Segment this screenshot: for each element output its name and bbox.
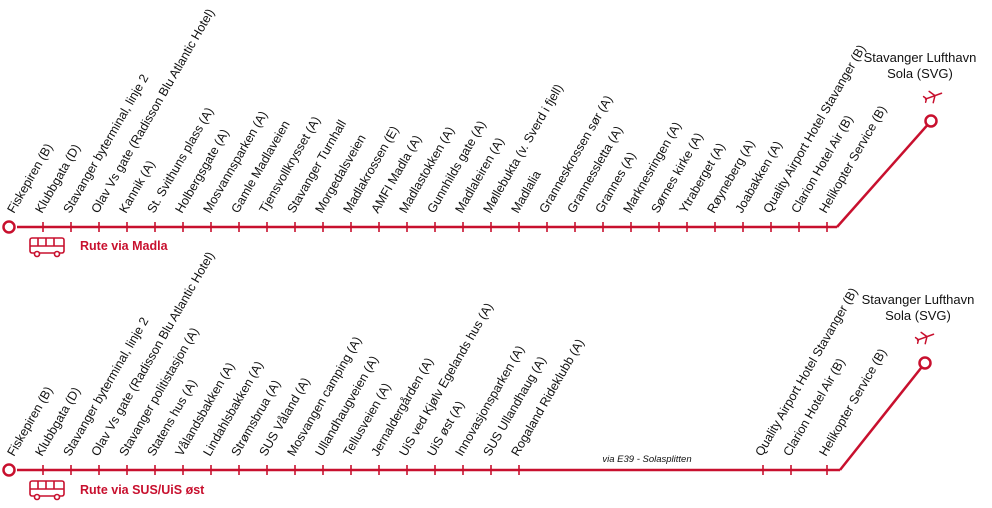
via-note: via E39 - Solasplitten: [602, 454, 691, 465]
route-line-diagonal: [836, 120, 932, 228]
route-madla: Fiskepiren (B)Klubbgata (D)Stavanger byt…: [2, 6, 977, 258]
start-terminal-circle: [2, 463, 16, 477]
stop-ticks: [42, 222, 828, 232]
destination-line-1: Stavanger Lufthavn: [864, 50, 977, 65]
destination-line-1: Stavanger Lufthavn: [862, 292, 975, 307]
airplane-icon: [922, 90, 943, 104]
route-name: Rute via SUS/UiS øst: [80, 483, 205, 497]
start-terminal-circle: [2, 220, 16, 234]
stop-labels: Fiskepiren (B)Klubbgata (D)Stavanger byt…: [4, 249, 889, 458]
bus-icon: [29, 480, 65, 501]
airplane-icon: [914, 331, 935, 345]
route-sus-uis: Fiskepiren (B)Klubbgata (D)Stavanger byt…: [2, 249, 975, 501]
destination-line-2: Sola (SVG): [887, 66, 953, 81]
stop-label: Helikopter Service (B): [816, 346, 889, 458]
stop-labels: Fiskepiren (B)Klubbgata (D)Stavanger byt…: [4, 6, 889, 215]
end-terminal-circle: [918, 356, 932, 370]
stop-ticks: [42, 465, 828, 475]
bus-icon: [29, 237, 65, 258]
route-line-diagonal: [839, 362, 926, 471]
end-terminal-circle: [924, 114, 938, 128]
destination-line-2: Sola (SVG): [885, 308, 951, 323]
route-name: Rute via Madla: [80, 239, 169, 253]
